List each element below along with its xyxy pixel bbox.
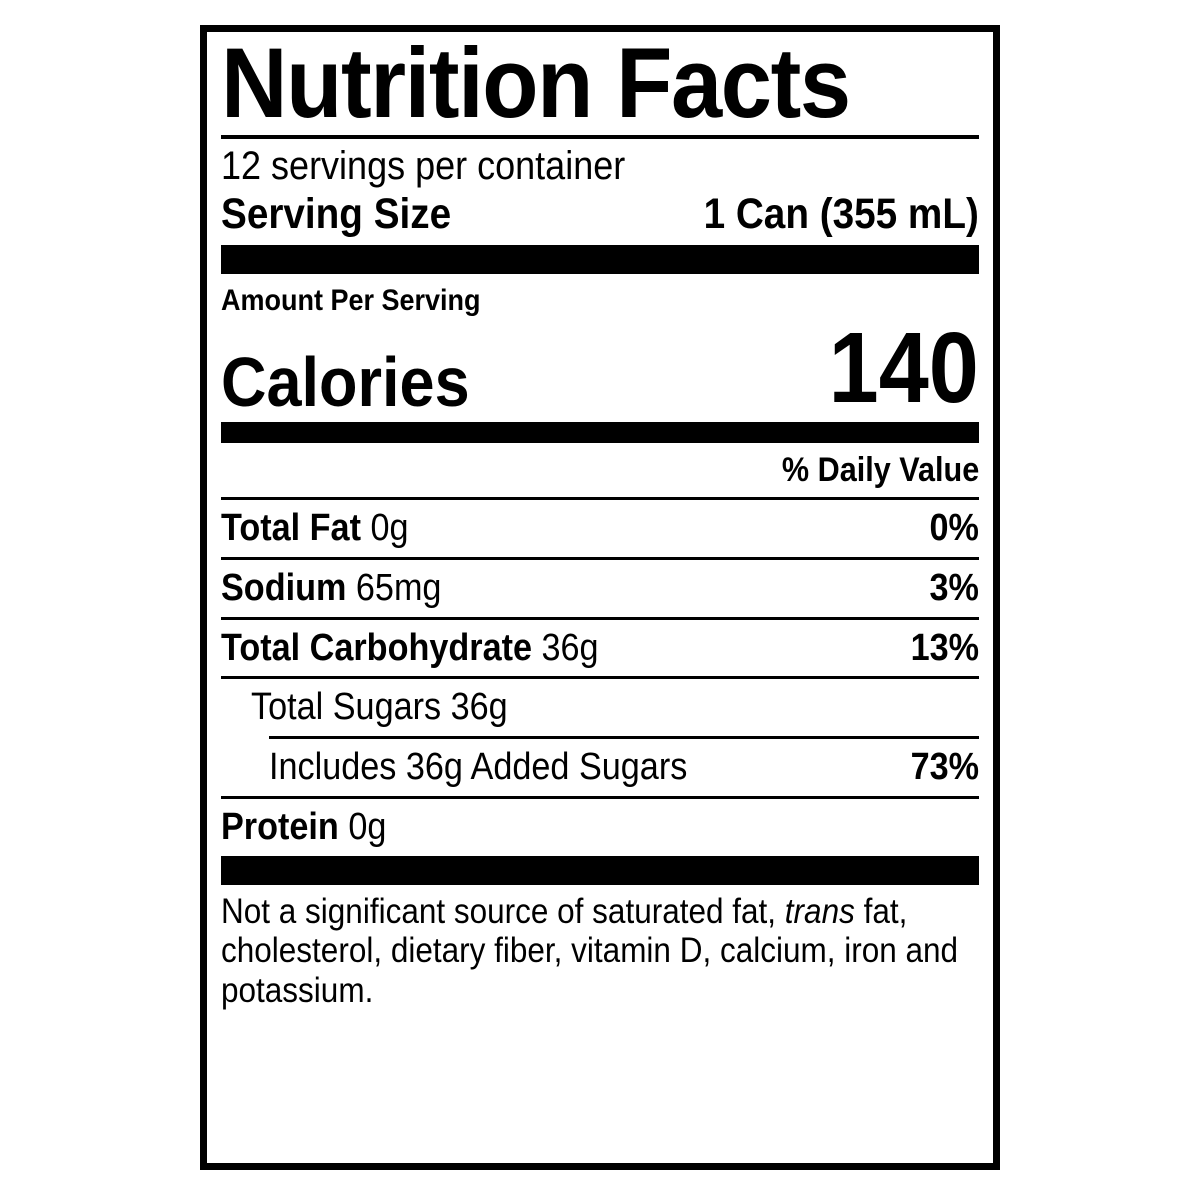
nutrient-label: Includes 36g Added Sugars [269, 745, 687, 790]
nutrient-amount: 0g [348, 806, 387, 849]
nutrient-amount: 65mg [355, 566, 442, 609]
table-row: Sodium 65mg 3% [221, 560, 979, 617]
row-divider [221, 676, 979, 680]
page-title: Nutrition Facts [221, 27, 851, 138]
thick-divider-bottom [221, 855, 979, 885]
nutrient-daily-value: 3% [929, 566, 979, 609]
nutrient-amount: 0g [370, 506, 409, 549]
nutrient-label: Sodium 65mg [221, 566, 441, 611]
nutrient-daily-value: 13% [910, 626, 979, 669]
serving-size-value: 1 Can (355 mL) [703, 189, 979, 238]
row-divider-indented [269, 736, 979, 740]
daily-value-header-text: % Daily Value [781, 451, 979, 490]
nutrient-daily-value: 73% [910, 746, 979, 789]
nutrition-facts-body: Nutrition Facts 12 servings per containe… [207, 27, 993, 1167]
calories-row: Calories 140 [221, 312, 979, 425]
nutrient-label: Total Sugars 36g [251, 685, 508, 730]
nutrient-amount: 36g [541, 626, 599, 669]
table-row: Total Fat 0g 0% [221, 500, 979, 557]
nutrient-name: Total Fat [221, 506, 361, 549]
table-row: Total Sugars 36g [221, 679, 979, 736]
nutrient-name: Protein [221, 806, 339, 849]
calories-label: Calories [221, 342, 470, 421]
medium-divider-calories [221, 422, 979, 444]
footnote-part1: Not a significant source of saturated fa… [221, 891, 785, 931]
nutrient-label: Protein 0g [221, 805, 386, 850]
nutrient-name: Includes 36g Added Sugars [269, 746, 688, 789]
serving-size-label: Serving Size [221, 189, 452, 238]
row-divider [221, 616, 979, 620]
nutrient-name: Sodium [221, 566, 347, 609]
row-divider [221, 796, 979, 800]
nutrient-name: Total Carbohydrate [221, 626, 533, 669]
row-divider [221, 556, 979, 560]
nutrient-name: Total Sugars 36g [251, 686, 508, 729]
nutrient-label: Total Fat 0g [221, 506, 409, 551]
calories-value: 140 [828, 312, 979, 425]
daily-value-header: % Daily Value [221, 443, 979, 497]
table-row: Total Carbohydrate 36g 13% [221, 620, 979, 677]
servings-per-container: 12 servings per container [221, 144, 626, 189]
title-divider [221, 135, 979, 140]
footnote: Not a significant source of saturated fa… [221, 885, 978, 1011]
amount-per-serving-label: Amount Per Serving [221, 284, 481, 318]
daily-value-divider [221, 496, 979, 500]
serving-size-row: Serving Size 1 Can (355 mL) [221, 189, 979, 245]
table-row: Includes 36g Added Sugars 73% [221, 739, 979, 796]
footnote-italic-trans: trans [784, 891, 855, 931]
nutrition-facts-label: Nutrition Facts 12 servings per containe… [200, 25, 1000, 1170]
thick-divider-top [221, 245, 979, 275]
table-row: Protein 0g [221, 799, 979, 856]
footnote-part2: fat, cholesterol, dietary fiber, vitamin… [221, 891, 959, 1010]
nutrient-daily-value: 0% [929, 506, 979, 549]
nutrient-label: Total Carbohydrate 36g [221, 626, 599, 671]
